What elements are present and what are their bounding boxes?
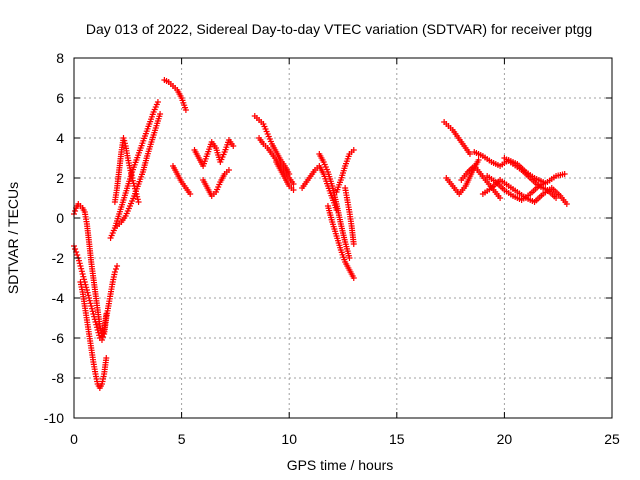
grid-layer [74,58,612,418]
y-tick-label: -10 [44,410,64,426]
data-point [93,324,100,331]
data-point [84,289,91,296]
data-point [132,188,139,195]
data-point [350,241,357,247]
data-point [553,195,560,201]
data-point [129,177,136,184]
x-tick-label: 5 [178,431,186,447]
chart-title: Day 013 of 2022, Sidereal Day-to-day VTE… [86,21,592,37]
data-point [111,269,118,275]
y-tick-label: 8 [56,50,64,66]
data-point [88,305,95,312]
x-tick-label: 0 [70,431,78,447]
y-tick-label: 2 [56,170,64,186]
data-point [80,273,87,280]
data-point [114,263,121,269]
data-point [86,297,93,304]
data-point [121,140,128,147]
data-point [79,271,86,277]
data-point [120,135,127,141]
y-tick-label: 6 [56,90,64,106]
data-point [182,107,189,113]
data-point [466,151,473,157]
data-point [135,199,142,205]
data-point [497,195,504,201]
data-point [81,276,88,283]
x-axis-title: GPS time / hours [287,457,394,473]
data-point [230,143,237,149]
data-point [95,329,102,336]
data-point [290,187,297,193]
data-point [131,185,138,192]
y-axis-title: SDTVAR / TECUs [5,182,21,294]
data-point [133,191,140,197]
x-tick-label: 25 [604,431,620,447]
data-point [88,303,95,309]
data-point [134,193,141,200]
data-point [91,316,98,323]
data-point [85,292,92,299]
data-point [92,319,99,325]
data-point [563,201,570,207]
data-point [78,265,85,272]
data-point [74,252,81,258]
data-point [78,268,85,275]
data-point [86,295,93,301]
data-point [290,181,297,187]
data-point [350,275,357,281]
x-tick-label: 10 [281,431,297,447]
data-point [91,313,98,320]
data-point [225,167,232,173]
y-tick-label: -8 [52,370,65,386]
data-point [121,137,128,144]
data-point [77,263,84,269]
y-tick-label: -6 [52,330,65,346]
data-point [561,171,568,177]
data-point [89,308,96,315]
data-point [187,191,194,197]
data-point [76,260,83,267]
data-point [90,311,97,317]
data-point [129,175,136,181]
axis-ticks [73,57,613,419]
data-point [346,255,353,261]
data-point [131,183,138,189]
data-point [96,332,103,339]
data-point [72,246,79,252]
data-point [100,334,107,340]
y-tick-label: 4 [56,130,64,146]
y-tick-label: -4 [52,290,65,306]
data-point [112,266,119,272]
data-point [76,257,83,264]
data-point [103,355,110,361]
x-tick-label: 20 [497,431,513,447]
data-point [94,327,101,333]
data-point [130,180,137,187]
data-marks [71,77,570,391]
data-point [475,157,482,163]
y-tick-label: 0 [56,210,64,226]
data-point [134,196,141,203]
data-point [72,208,79,214]
y-tick-labels: -10 -8 -6 -4 -2 0 2 4 6 8 [44,50,64,426]
data-point [93,321,100,328]
data-point [154,99,161,105]
x-tick-label: 15 [389,431,405,447]
x-tick-labels: 0 5 10 15 20 25 [70,431,620,447]
plot-frame [73,57,613,419]
y-tick-label: -2 [52,250,65,266]
data-point [98,337,105,343]
data-point [87,300,94,307]
data-point [350,147,357,153]
data-point [157,111,164,117]
